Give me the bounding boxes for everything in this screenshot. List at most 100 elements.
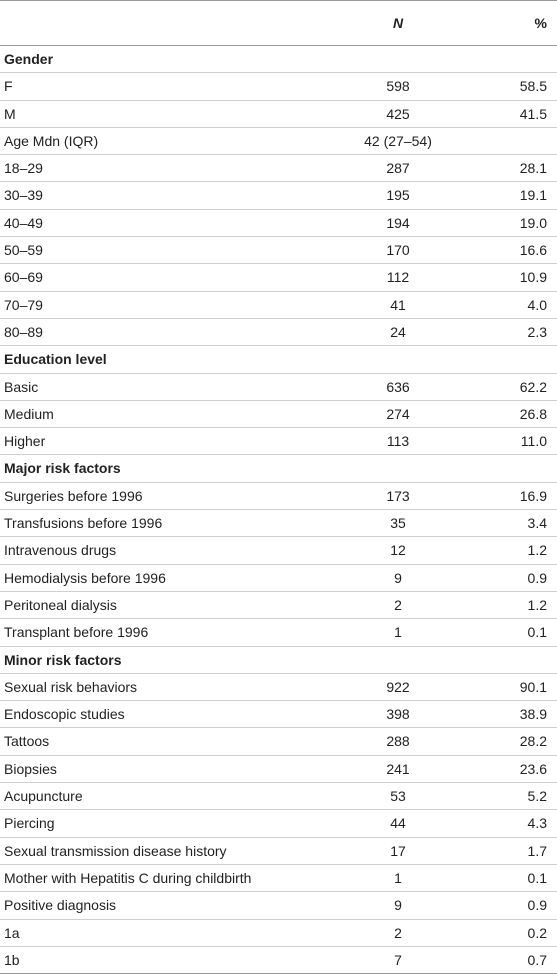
row-n-value: 9 <box>394 897 402 914</box>
row-n-value: 241 <box>386 760 410 777</box>
row-label: 18–29 <box>4 160 43 177</box>
row-n-value: 636 <box>386 378 410 395</box>
row-percent-value: 1.2 <box>527 542 547 559</box>
row-label: M <box>4 105 16 122</box>
row-label: Positive diagnosis <box>4 897 117 914</box>
table-row: Endoscopic studies 398 38.9 <box>0 701 557 729</box>
table-row: F 598 58.5 <box>0 73 557 101</box>
section-header-row: Gender <box>0 46 557 74</box>
row-percent-value: 58.5 <box>519 78 547 95</box>
row-label: 40–49 <box>4 214 43 231</box>
row-n-value: 7 <box>394 951 402 968</box>
table-row: Age Mdn (IQR) 42 (27–54) <box>0 128 557 156</box>
table-row: Higher 113 11.0 <box>0 428 557 456</box>
row-label: Age Mdn (IQR) <box>4 132 99 149</box>
row-percent-value: 11.0 <box>520 433 547 450</box>
row-percent-value: 90.1 <box>519 678 547 695</box>
row-n-value: 24 <box>390 323 406 340</box>
section-header-row: Minor risk factors <box>0 647 557 674</box>
table-row: 1b 7 0.7 <box>0 947 557 974</box>
row-percent-value: 38.9 <box>519 706 547 723</box>
row-percent-value: 4.0 <box>527 296 547 313</box>
row-label: Endoscopic studies <box>4 706 125 723</box>
table-header: N % <box>0 1 557 46</box>
row-percent-value: 2.3 <box>527 323 547 340</box>
row-percent-value: 1.7 <box>527 842 547 859</box>
header-percent: % <box>534 15 547 31</box>
table-row: M 425 41.5 <box>0 101 557 128</box>
row-n-value: 173 <box>386 487 410 504</box>
row-percent-value: 28.1 <box>519 160 547 177</box>
row-label: Tattoos <box>4 733 50 750</box>
row-label: Transplant before 1996 <box>4 624 149 641</box>
table-row: 1a 2 0.2 <box>0 920 557 947</box>
row-percent-value: 16.9 <box>519 487 547 504</box>
table-row: 60–69 112 10.9 <box>0 264 557 292</box>
row-label: 1b <box>4 951 20 968</box>
table-body: Gender F 598 58.5 M 425 41.5 Age Mdn (IQR) 42 (2… <box>0 46 557 974</box>
row-percent-value: 28.2 <box>519 733 547 750</box>
row-n-value: 195 <box>386 187 410 204</box>
row-percent-value: 10.9 <box>519 269 547 286</box>
table-row: Tattoos 288 28.2 <box>0 728 557 756</box>
row-label: Piercing <box>4 815 55 832</box>
table-row: Basic 636 62.2 <box>0 374 557 401</box>
row-percent-value: 19.1 <box>519 187 547 204</box>
row-label: 50–59 <box>4 242 43 259</box>
table-row: Biopsies 241 23.6 <box>0 756 557 784</box>
table-row: 50–59 170 16.6 <box>0 237 557 265</box>
row-percent-value: 0.1 <box>527 869 547 886</box>
row-percent-value: 16.6 <box>519 242 547 259</box>
row-label: 1a <box>4 924 20 941</box>
row-n-value: 12 <box>390 542 406 559</box>
row-n-value: 112 <box>386 269 410 286</box>
row-n-value: 113 <box>386 433 410 450</box>
section-header-row: Education level <box>0 346 557 374</box>
row-n-value: 922 <box>386 678 410 695</box>
table-row: Hemodialysis before 1996 9 0.9 <box>0 565 557 592</box>
row-label: Sexual risk behaviors <box>4 678 138 695</box>
row-label: Sexual transmission disease history <box>4 842 227 859</box>
section-title: Education level <box>4 351 107 368</box>
row-n-value: 287 <box>386 160 410 177</box>
table-row: Transfusions before 1996 35 3.4 <box>0 510 557 538</box>
row-percent-value: 26.8 <box>519 405 547 422</box>
table-row: 70–79 41 4.0 <box>0 292 557 319</box>
row-label: Biopsies <box>4 760 57 777</box>
row-percent-value: 62.2 <box>519 378 547 395</box>
row-percent-value: 19.0 <box>519 214 547 231</box>
table-row: Intravenous drugs 12 1.2 <box>0 537 557 565</box>
row-n-value: 170 <box>386 242 410 259</box>
row-n-value: 17 <box>390 842 406 859</box>
row-n-value: 288 <box>386 733 410 750</box>
header-n: N <box>392 15 404 31</box>
table-row: Mother with Hepatitis C during childbirt… <box>0 865 557 893</box>
row-n-value: 194 <box>386 214 410 231</box>
table-row: Transplant before 1996 1 0.1 <box>0 619 557 647</box>
table-row: Sexual risk behaviors 922 90.1 <box>0 674 557 702</box>
row-n-value: 1 <box>394 869 402 886</box>
row-percent-value: 5.2 <box>527 788 547 805</box>
table-row: Sexual transmission disease history 17 1.7 <box>0 838 557 865</box>
row-label: Transfusions before 1996 <box>4 515 163 532</box>
row-label: Higher <box>4 433 46 450</box>
row-percent-value: 0.2 <box>527 924 547 941</box>
row-n-value: 598 <box>386 78 410 95</box>
row-n-value: 398 <box>386 706 410 723</box>
row-n-value: 42 (27–54) <box>364 132 432 149</box>
row-label: Peritoneal dialysis <box>4 596 117 613</box>
table-row: 40–49 194 19.0 <box>0 210 557 238</box>
row-label: Mother with Hepatitis C during childbirt… <box>4 869 252 886</box>
table-row: 30–39 195 19.1 <box>0 182 557 210</box>
row-n-value: 35 <box>390 515 406 532</box>
row-label: F <box>4 78 13 95</box>
row-n-value: 2 <box>394 596 402 613</box>
row-label: Medium <box>4 405 54 422</box>
row-percent-value: 0.9 <box>527 897 547 914</box>
table-row: Acupuncture 53 5.2 <box>0 783 557 811</box>
row-percent-value: 0.7 <box>527 951 547 968</box>
row-label: 60–69 <box>4 269 43 286</box>
table-row: 80–89 24 2.3 <box>0 319 557 347</box>
section-title: Gender <box>4 51 54 67</box>
row-n-value: 44 <box>390 815 406 832</box>
